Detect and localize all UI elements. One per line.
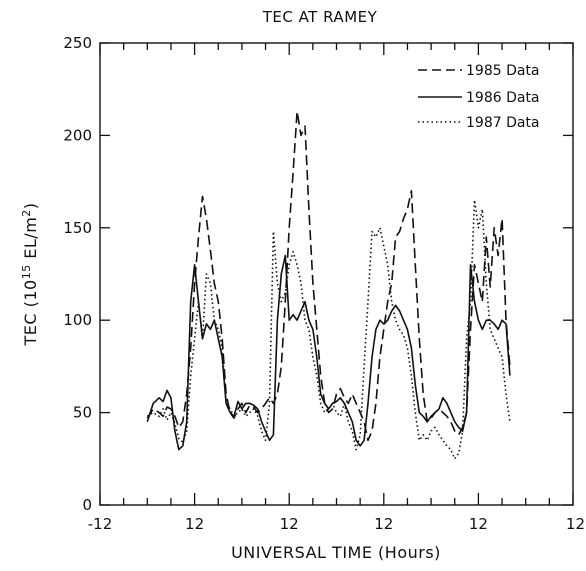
series-line-1: [146, 110, 511, 442]
x-tick-label: 12: [280, 515, 299, 533]
y-tick-label: 0: [82, 496, 92, 514]
y-tick-label: 50: [73, 404, 92, 422]
y-tick-label: 200: [63, 126, 92, 144]
plot-frame: [99, 42, 574, 506]
legend-label-1987: 1987 Data: [466, 115, 540, 131]
legend-label-1986: 1986 Data: [466, 90, 540, 106]
legend: 1985 Data 1986 Data 1987 Data: [418, 63, 540, 131]
y-title-sup1: 15: [20, 264, 33, 279]
series-line-2: [146, 254, 511, 451]
x-tick-label: 12: [566, 515, 585, 533]
axis-ticks: 0 50 100 150 200 250 -12 12 12 12 12 12: [63, 34, 585, 533]
series-lines: [146, 110, 511, 460]
y-title-pre: TEC (10: [21, 279, 40, 346]
y-title-post: ): [21, 202, 40, 209]
y-tick-label: 150: [63, 219, 92, 237]
x-tick-label: 12: [185, 515, 204, 533]
y-tick-label: 250: [63, 34, 92, 52]
x-tick-label: -12: [88, 515, 113, 533]
chart-title: TEC AT RAMEY: [262, 8, 378, 26]
y-title-sup2: 2: [20, 209, 33, 217]
x-tick-label: 12: [374, 515, 393, 533]
y-axis-title: TEC (1015 EL/m2): [20, 202, 41, 346]
plot-area: 0 50 100 150 200 250 -12 12 12 12 12 12: [63, 34, 585, 533]
y-tick-label: 100: [63, 311, 92, 329]
x-tick-label: 12: [469, 515, 488, 533]
x-axis-title: UNIVERSAL TIME (Hours): [231, 543, 441, 562]
legend-label-1985: 1985 Data: [466, 63, 540, 79]
y-title-mid: EL/m: [21, 217, 40, 265]
